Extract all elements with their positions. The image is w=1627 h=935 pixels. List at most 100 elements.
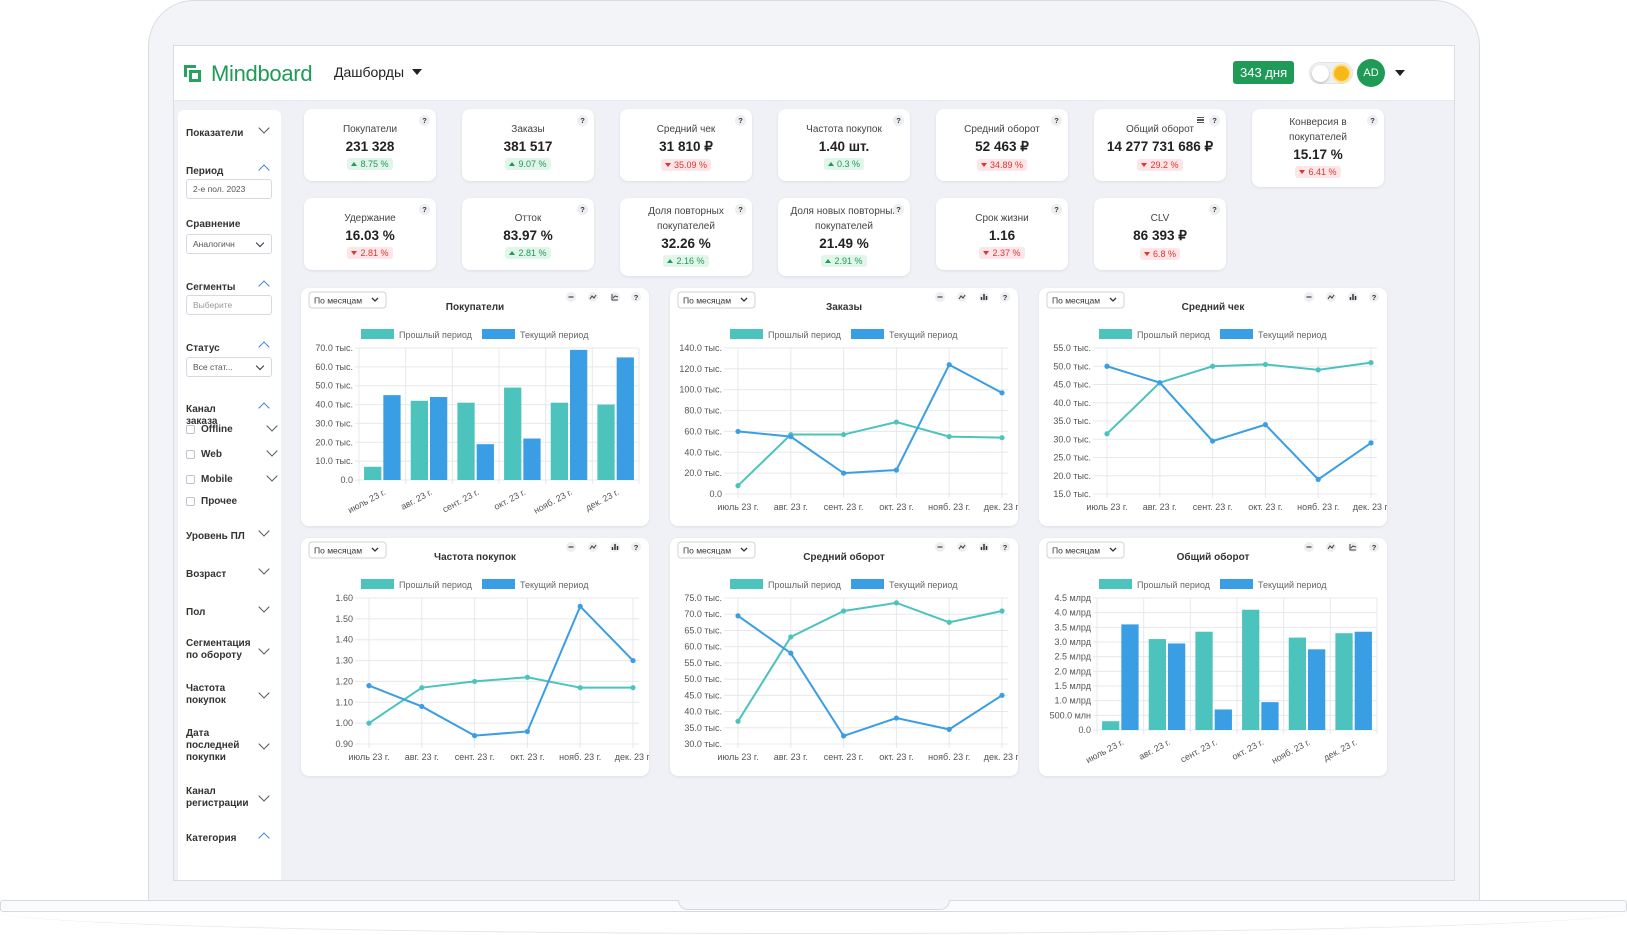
filter-turnover-segmentation-label[interactable]: Сегментация по обороту (186, 638, 251, 661)
menu-icon[interactable] (1197, 117, 1204, 123)
chevron-down-icon[interactable] (266, 470, 278, 482)
user-menu-caret-icon[interactable] (1395, 70, 1405, 76)
filter-age-label[interactable]: Возраст (186, 569, 227, 580)
help-icon[interactable]: ? (577, 204, 588, 215)
filter-indicators-label[interactable]: Показатели (186, 128, 244, 139)
help-icon[interactable]: ? (1051, 204, 1062, 215)
point-curr (366, 683, 372, 689)
channel-web-checkbox[interactable]: Web (186, 449, 222, 460)
help-icon[interactable]: ? (893, 115, 904, 126)
period-select[interactable]: По месяцам (677, 291, 756, 309)
trend-icon-path (1327, 544, 1335, 550)
y-tick-label: 60.0 тыс. (684, 642, 722, 652)
chevron-down-icon[interactable] (258, 525, 270, 537)
filter-registration-channel-label[interactable]: Канал регистрации (186, 786, 249, 809)
help-icon[interactable] (631, 292, 641, 302)
y-tick-label: 1.5 млрд (1054, 681, 1091, 691)
chart-card-purchase-frequency: По месяцам Частота покупок? Прошлый период… (301, 538, 649, 776)
help-icon[interactable] (631, 542, 641, 552)
point-prev (1315, 367, 1321, 373)
period-select[interactable]: По месяцам (308, 291, 387, 309)
chevron-down-icon[interactable] (258, 563, 270, 575)
logo[interactable]: Mindboard (184, 61, 313, 87)
chevron-down-icon[interactable] (258, 687, 270, 699)
order-status-select[interactable]: Все стат... (186, 357, 272, 377)
period-select-value: По месяцам (683, 296, 731, 306)
arrow-down-icon (351, 251, 358, 255)
filter-category-label[interactable]: Категория (186, 833, 237, 844)
legend-label-curr: Текущий период (889, 580, 958, 590)
chart-legend: Прошлый период Текущий период (361, 579, 589, 590)
help-icon[interactable]: ? (893, 204, 904, 215)
help-icon[interactable]: ? (577, 115, 588, 126)
chevron-down-icon[interactable] (258, 643, 270, 655)
kpi-value: 14 277 731 686 ₽ (1106, 139, 1214, 154)
arrow-up-icon (351, 162, 358, 166)
chevron-down-icon[interactable] (258, 790, 270, 802)
kpi-delta: 35.09 % (660, 159, 712, 171)
period-select[interactable]: По месяцам (677, 541, 756, 559)
kpi-value: 31 810 ₽ (659, 139, 713, 154)
filter-order-channel-label[interactable]: Канал заказа (186, 404, 218, 427)
channel-offline-checkbox[interactable]: Offline (186, 424, 233, 435)
period-select[interactable]: По месяцам (308, 541, 387, 559)
x-tick-label: дек. 23 г. (584, 487, 621, 513)
trend-icon-path (958, 294, 966, 300)
filter-loyalty-level-label[interactable]: Уровень ПЛ (186, 531, 245, 542)
x-tick-label: июль 23 г. (717, 752, 758, 762)
x-tick-label: окт. 23 г. (1248, 502, 1282, 512)
help-icon[interactable]: ? (735, 204, 746, 215)
chevron-up-icon[interactable] (258, 402, 270, 414)
avatar[interactable]: AD (1357, 59, 1385, 87)
chevron-down-icon[interactable] (266, 445, 278, 457)
period-select[interactable]: По месяцам (1046, 541, 1125, 559)
chevron-up-icon[interactable] (258, 164, 270, 176)
filter-gender-label[interactable]: Пол (186, 607, 206, 618)
series-line-curr (737, 615, 1003, 738)
chevron-down-icon[interactable] (258, 601, 270, 613)
help-icon[interactable]: ? (1051, 115, 1062, 126)
chevron-down-icon[interactable] (266, 420, 278, 432)
kpi-label: Средний оборот (964, 124, 1040, 135)
help-icon[interactable]: ? (1367, 115, 1378, 126)
chevron-down-icon[interactable] (258, 738, 270, 750)
series-line-curr (368, 604, 634, 737)
comparison-select[interactable]: Аналогичн (186, 234, 272, 254)
kpi-delta: 2.81 % (347, 247, 393, 259)
theme-toggle[interactable] (1309, 62, 1353, 84)
select-caret-icon (1109, 297, 1117, 302)
order-status-select-value: Все стат... (193, 362, 233, 372)
help-icon-text: ? (1372, 293, 1377, 302)
x-tick-label: авг. 23 г. (774, 502, 808, 512)
filter-last-purchase-date-label[interactable]: Дата последней покупки (186, 728, 240, 763)
period-select[interactable]: По месяцам (1046, 291, 1125, 309)
help-icon[interactable]: ? (419, 115, 430, 126)
help-icon[interactable]: ? (735, 115, 746, 126)
x-tick-label: окт. 23 г. (879, 752, 913, 762)
y-tick-label: 3.5 млрд (1054, 622, 1091, 632)
dashboards-menu[interactable]: Дашборды (334, 64, 422, 80)
filter-segments-label[interactable]: Сегменты (186, 282, 236, 293)
channel-other-checkbox[interactable]: Прочее (186, 496, 237, 507)
help-icon[interactable]: ? (1209, 204, 1220, 215)
help-icon[interactable] (1000, 292, 1010, 302)
filter-period-label[interactable]: Период (186, 166, 224, 177)
help-icon[interactable] (1369, 292, 1379, 302)
channel-mobile-checkbox[interactable]: Mobile (186, 474, 233, 485)
chevron-down-icon[interactable] (258, 122, 270, 134)
x-tick-label: июль 23 г. (1084, 737, 1125, 765)
chevron-up-icon[interactable] (258, 341, 270, 353)
point-curr (419, 703, 425, 710)
chevron-up-icon[interactable] (258, 280, 270, 292)
filter-purchase-frequency-label[interactable]: Частота покупок (186, 683, 226, 706)
help-icon[interactable]: ? (419, 204, 430, 215)
help-icon[interactable]: ? (1209, 115, 1220, 126)
series-line-curr (737, 363, 1003, 475)
period-input[interactable]: 2-е пол. 2023 (186, 179, 272, 199)
help-icon[interactable] (1000, 542, 1010, 552)
help-icon[interactable] (1369, 542, 1379, 552)
segments-input[interactable]: Выберите (186, 295, 272, 315)
bar-prev (550, 402, 568, 480)
bar-curr (1214, 709, 1232, 730)
chevron-up-icon[interactable] (258, 832, 270, 844)
